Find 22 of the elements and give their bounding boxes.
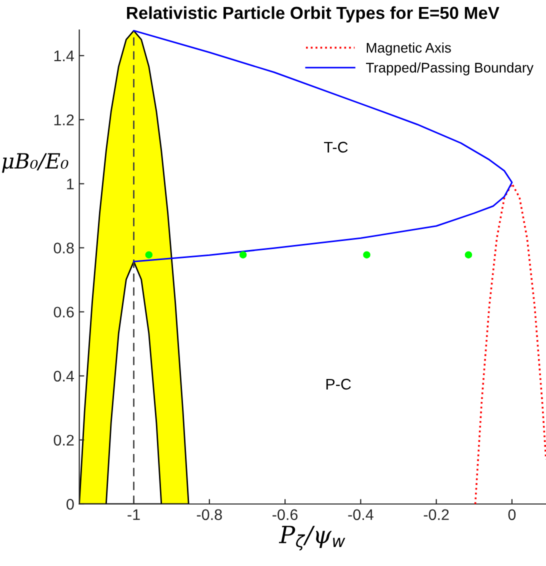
x-tick-label: 0 — [508, 509, 516, 520]
x-tick-label: -0.2 — [424, 509, 449, 520]
x-tick-label: -0.4 — [348, 509, 374, 520]
line-series — [474, 182, 546, 504]
x-tick-label: -0.8 — [196, 509, 222, 520]
legend-label: Trapped/Passing Boundary — [366, 62, 534, 76]
y-tick-label: 0 — [66, 498, 74, 510]
annotation: T-C — [324, 142, 348, 153]
y-axis-title: μB₀/E₀ — [2, 153, 68, 173]
y-tick-label: 0.6 — [54, 306, 74, 318]
x-tick-label: -0.6 — [272, 509, 298, 520]
y-tick-label: 0.2 — [54, 434, 74, 446]
y-tick-label: 1.2 — [54, 114, 74, 126]
y-tick-label: 0.4 — [54, 370, 74, 382]
legend-label: Magnetic Axis — [366, 42, 451, 56]
x-tick-label: -1 — [128, 509, 140, 520]
y-tick-label: 0.8 — [54, 242, 74, 254]
x-axis-title: P$_{ζ}$/ψ$_{w}$ — [278, 526, 346, 550]
y-tick-label: 1 — [67, 178, 74, 190]
y-tick-label: 1.4 — [54, 50, 74, 62]
chart-title: Relativistic Particle Orbit Types for E=50 MeV — [127, 6, 500, 22]
annotation: P-C — [326, 378, 351, 390]
